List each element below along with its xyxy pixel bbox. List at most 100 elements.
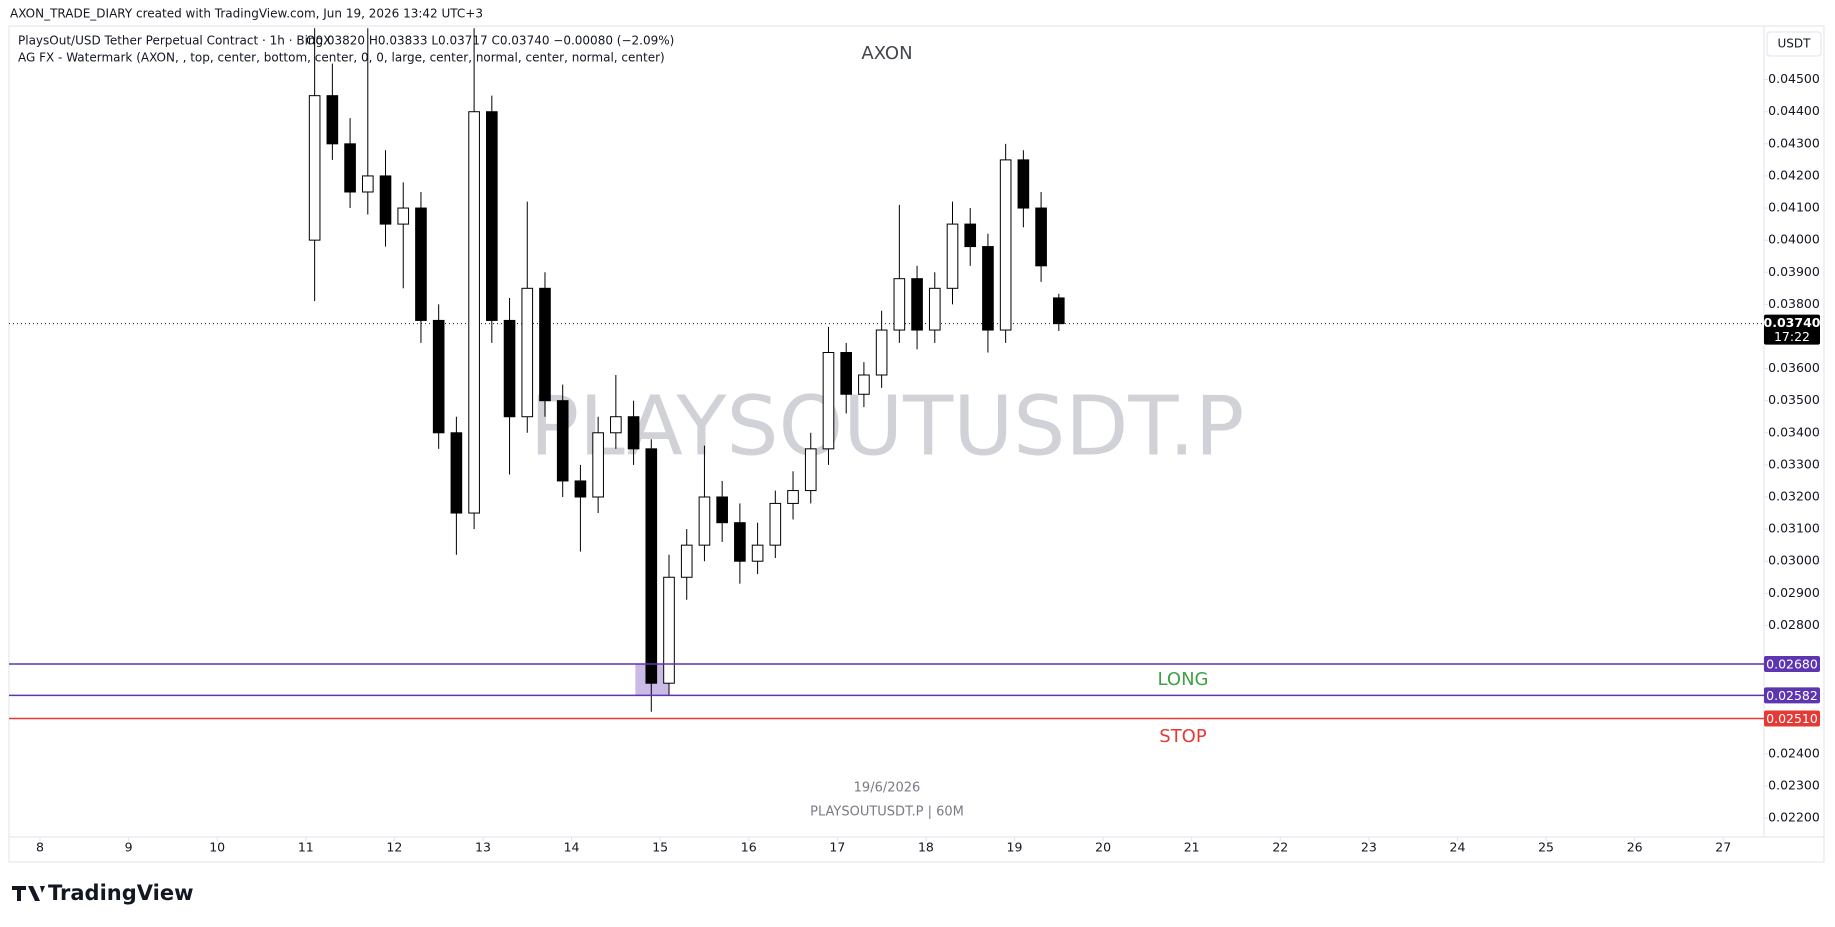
candle-body <box>521 287 534 418</box>
date-line: 19/6/2026 <box>854 781 921 796</box>
candle-body <box>893 278 906 331</box>
level-label-box <box>1764 710 1820 727</box>
candle-body <box>858 374 870 395</box>
legend-ohlc: O0.03820 H0.03833 L0.03717 C0.03740 −0.0… <box>306 34 674 48</box>
y-tick-label: 0.03200 <box>1768 488 1820 503</box>
x-tick-label: 27 <box>1715 840 1731 855</box>
candle-body <box>875 329 888 376</box>
brand-logo <box>12 886 45 901</box>
symbol-line: PLAYSOUTUSDT.P | 60M <box>810 805 964 820</box>
candle-body <box>592 432 604 498</box>
candle-body <box>698 496 711 546</box>
x-tick-label: 23 <box>1361 840 1377 855</box>
x-tick-label: 24 <box>1450 840 1466 855</box>
candle-body <box>982 246 994 331</box>
x-tick-label: 13 <box>475 840 491 855</box>
level-label-box <box>1764 687 1820 704</box>
x-tick-label: 11 <box>298 840 314 855</box>
candle-body <box>610 416 622 434</box>
level-label-box <box>1764 655 1820 672</box>
legend-symbol: PlaysOut/USD Tether Perpetual Contract ·… <box>18 34 331 48</box>
candle-body <box>663 576 675 684</box>
x-tick-label: 20 <box>1095 840 1111 855</box>
y-tick-label: 0.03000 <box>1768 553 1820 568</box>
candle-body <box>964 223 977 248</box>
y-tick-label: 0.03800 <box>1768 296 1820 311</box>
candle-body <box>503 319 516 418</box>
y-tick-label: 0.04000 <box>1768 232 1820 247</box>
y-tick-label: 0.04300 <box>1768 135 1820 150</box>
x-tick-label: 22 <box>1272 840 1288 855</box>
x-tick-label: 14 <box>564 840 580 855</box>
x-tick-label: 10 <box>209 840 225 855</box>
candle-body <box>344 143 356 193</box>
candle-body <box>911 278 923 331</box>
candle-body <box>397 207 410 225</box>
x-tick-label: 8 <box>36 840 44 855</box>
candle-body <box>1017 159 1030 209</box>
candle-body <box>450 432 463 514</box>
currency[interactable]: USDT <box>1778 37 1812 51</box>
x-tick-label: 16 <box>741 840 757 855</box>
annotation: STOP <box>1159 726 1207 747</box>
y-tick-label: 0.03100 <box>1768 521 1820 536</box>
y-tick-label: 0.02200 <box>1768 810 1820 825</box>
y-tick-label: 0.04200 <box>1768 167 1820 182</box>
x-tick-label: 19 <box>1007 840 1023 855</box>
candle-body <box>486 111 498 321</box>
x-tick-label: 25 <box>1538 840 1554 855</box>
x-tick-label: 12 <box>386 840 402 855</box>
candle-body <box>415 207 427 321</box>
candle-body <box>627 416 640 450</box>
countdown: 17:22 <box>1774 329 1810 344</box>
header: AXON_TRADE_DIARY created with TradingVie… <box>10 7 483 21</box>
currency-box[interactable] <box>1766 31 1822 57</box>
y-tick-label: 0.04500 <box>1768 71 1820 86</box>
legend-indicator: AG FX - Watermark (AXON, , top, center, … <box>18 51 665 65</box>
candle-body <box>946 223 959 289</box>
brand: TradingView <box>48 881 193 905</box>
candle-body <box>308 95 321 241</box>
watermark-top: AXON <box>861 43 912 64</box>
level-label: 0.02680 <box>1766 656 1818 671</box>
candle-body <box>539 287 551 402</box>
level-label: 0.02582 <box>1766 688 1818 703</box>
candle-body <box>574 480 587 498</box>
x-tick-label: 18 <box>918 840 934 855</box>
y-tick-label: 0.04100 <box>1768 200 1820 215</box>
candle-body <box>769 502 782 546</box>
candle-body <box>734 522 746 562</box>
x-tick-label: 17 <box>829 840 845 855</box>
candle-body <box>787 490 799 504</box>
x-tick-label: 9 <box>125 840 133 855</box>
candle-body <box>999 159 1012 331</box>
candle-body <box>379 175 392 225</box>
candle-body <box>326 95 339 145</box>
candle-body <box>840 352 853 395</box>
level-label: 0.02510 <box>1766 711 1818 726</box>
candle-body <box>556 400 569 482</box>
candle-body <box>680 544 693 578</box>
x-tick-label: 21 <box>1184 840 1200 855</box>
x-tick-label: 26 <box>1627 840 1643 855</box>
candle-body <box>1052 297 1065 325</box>
y-tick-label: 0.02800 <box>1768 617 1820 632</box>
candle-body <box>822 352 835 450</box>
y-tick-label: 0.03300 <box>1768 456 1820 471</box>
annotation: LONG <box>1158 669 1209 690</box>
candle-body <box>716 496 728 524</box>
candle-body <box>645 448 658 684</box>
candle-body <box>1035 207 1047 267</box>
candle-body <box>361 175 374 193</box>
y-tick-label: 0.04400 <box>1768 103 1820 118</box>
y-tick-label: 0.03900 <box>1768 264 1820 279</box>
candle-body <box>751 544 764 562</box>
y-tick-label: 0.02400 <box>1768 745 1820 760</box>
x-tick-label: 15 <box>652 840 668 855</box>
y-tick-label: 0.02900 <box>1768 585 1820 600</box>
candle-body <box>804 448 817 492</box>
y-tick-label: 0.03500 <box>1768 392 1820 407</box>
y-tick-label: 0.03400 <box>1768 424 1820 439</box>
